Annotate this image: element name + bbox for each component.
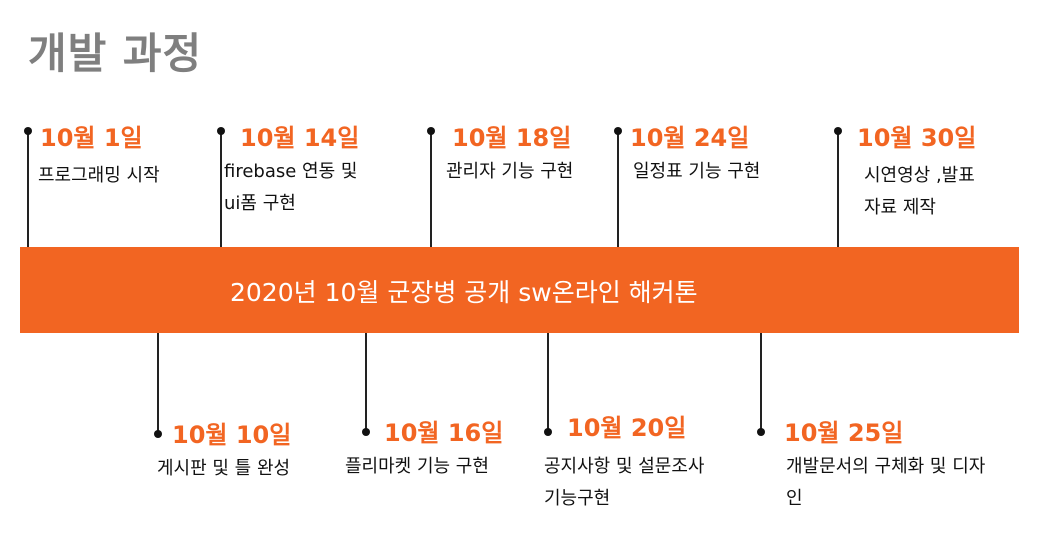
page-title: 개발 과정 xyxy=(28,20,202,81)
description-line: 관리자 기능 구현 xyxy=(446,156,573,188)
milestone-description: 플리마켓 기능 구현 xyxy=(345,451,489,483)
milestone-date: 10월 18일 xyxy=(452,118,571,153)
description-line: 개발문서의 구체화 및 디자 xyxy=(786,451,985,483)
banner-label: 2020년 10월 군장병 공개 sw온라인 해커톤 xyxy=(230,273,698,309)
milestone-description: 시연영상 ,발표 자료 제작 xyxy=(864,160,975,224)
milestone-date: 10월 1일 xyxy=(40,118,143,153)
milestone-description: firebase 연동 및 ui폼 구현 xyxy=(224,156,357,220)
description-line: ui폼 구현 xyxy=(224,188,357,220)
timeline-stem xyxy=(27,131,29,247)
milestone-date: 10월 25일 xyxy=(784,413,903,448)
description-line: 인 xyxy=(786,483,985,515)
timeline-dot xyxy=(24,127,32,135)
description-line: 시연영상 ,발표 xyxy=(864,160,975,192)
timeline-stem xyxy=(157,333,159,435)
milestone-description: 게시판 및 틀 완성 xyxy=(157,453,290,485)
timeline-dot xyxy=(614,127,622,135)
description-line: 일정표 기능 구현 xyxy=(633,156,760,188)
timeline-dot xyxy=(834,127,842,135)
milestone-date: 10월 20일 xyxy=(567,408,686,443)
timeline-dot xyxy=(217,127,225,135)
timeline-stem xyxy=(547,333,549,433)
timeline-stem xyxy=(365,333,367,433)
timeline-dot xyxy=(362,428,370,436)
milestone-description: 개발문서의 구체화 및 디자 인 xyxy=(786,451,985,515)
milestone-date: 10월 24일 xyxy=(630,118,749,153)
timeline-stem xyxy=(430,131,432,247)
milestone-date: 10월 10일 xyxy=(172,415,291,450)
timeline-dot xyxy=(154,430,162,438)
description-line: 자료 제작 xyxy=(864,192,975,224)
milestone-description: 프로그래밍 시작 xyxy=(38,160,160,192)
timeline-stem xyxy=(617,131,619,247)
timeline-dot xyxy=(757,428,765,436)
milestone-date: 10월 16일 xyxy=(384,413,503,448)
timeline-stem xyxy=(220,131,222,247)
description-line: 프로그래밍 시작 xyxy=(38,160,160,192)
timeline-stem xyxy=(760,333,762,433)
milestone-description: 관리자 기능 구현 xyxy=(446,156,573,188)
description-line: 공지사항 및 설문조사 xyxy=(544,451,704,483)
description-line: 게시판 및 틀 완성 xyxy=(157,453,290,485)
timeline-banner: 2020년 10월 군장병 공개 sw온라인 해커톤 xyxy=(20,247,1019,333)
description-line: 기능구현 xyxy=(544,483,704,515)
description-line: firebase 연동 및 xyxy=(224,156,357,188)
milestone-description: 공지사항 및 설문조사 기능구현 xyxy=(544,451,704,515)
timeline-dot xyxy=(427,127,435,135)
timeline-stem xyxy=(837,131,839,247)
milestone-description: 일정표 기능 구현 xyxy=(633,156,760,188)
timeline-dot xyxy=(544,428,552,436)
milestone-date: 10월 30일 xyxy=(857,118,976,153)
milestone-date: 10월 14일 xyxy=(240,118,359,153)
description-line: 플리마켓 기능 구현 xyxy=(345,451,489,483)
